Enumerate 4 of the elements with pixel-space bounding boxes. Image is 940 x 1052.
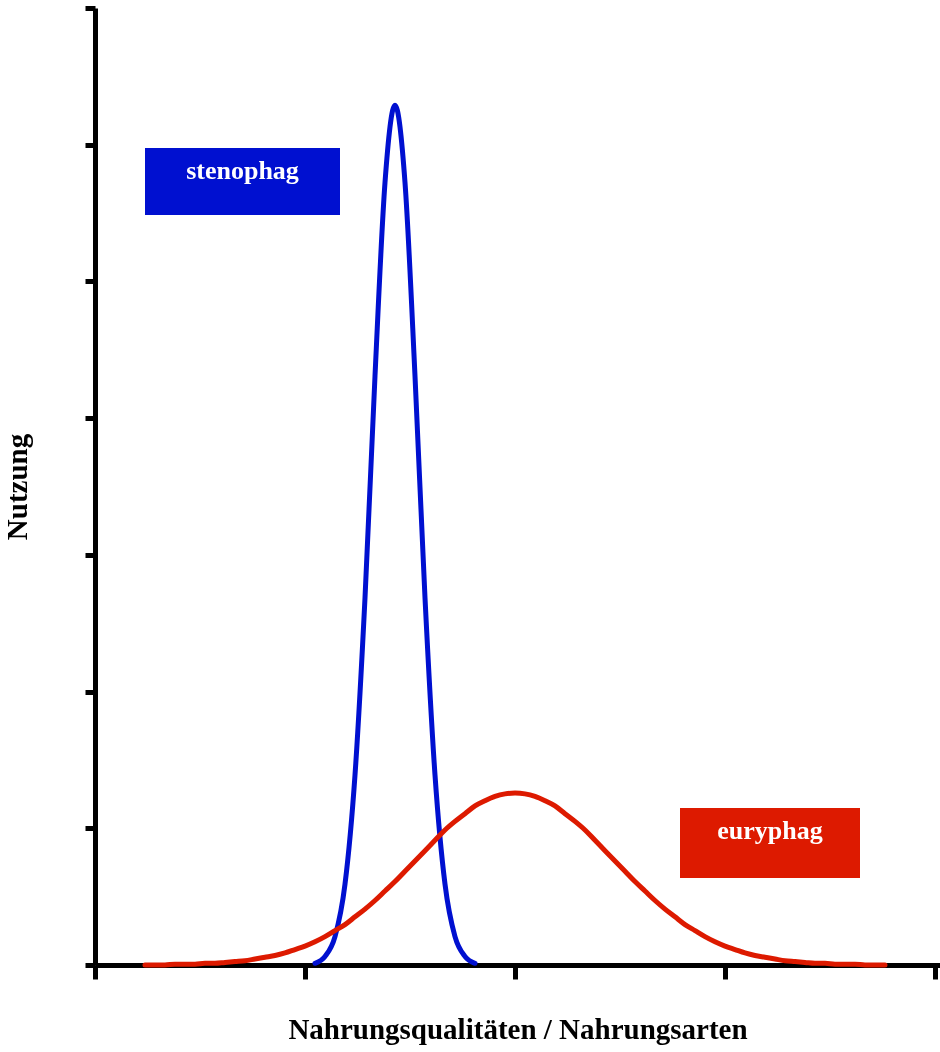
text: stenophag (145, 148, 340, 215)
y-axis-title: Nutzung (1, 433, 33, 541)
text: euryphag (680, 808, 860, 878)
x-axis-title: Nahrungsqualitäten / Nahrungsarten (288, 1013, 748, 1045)
